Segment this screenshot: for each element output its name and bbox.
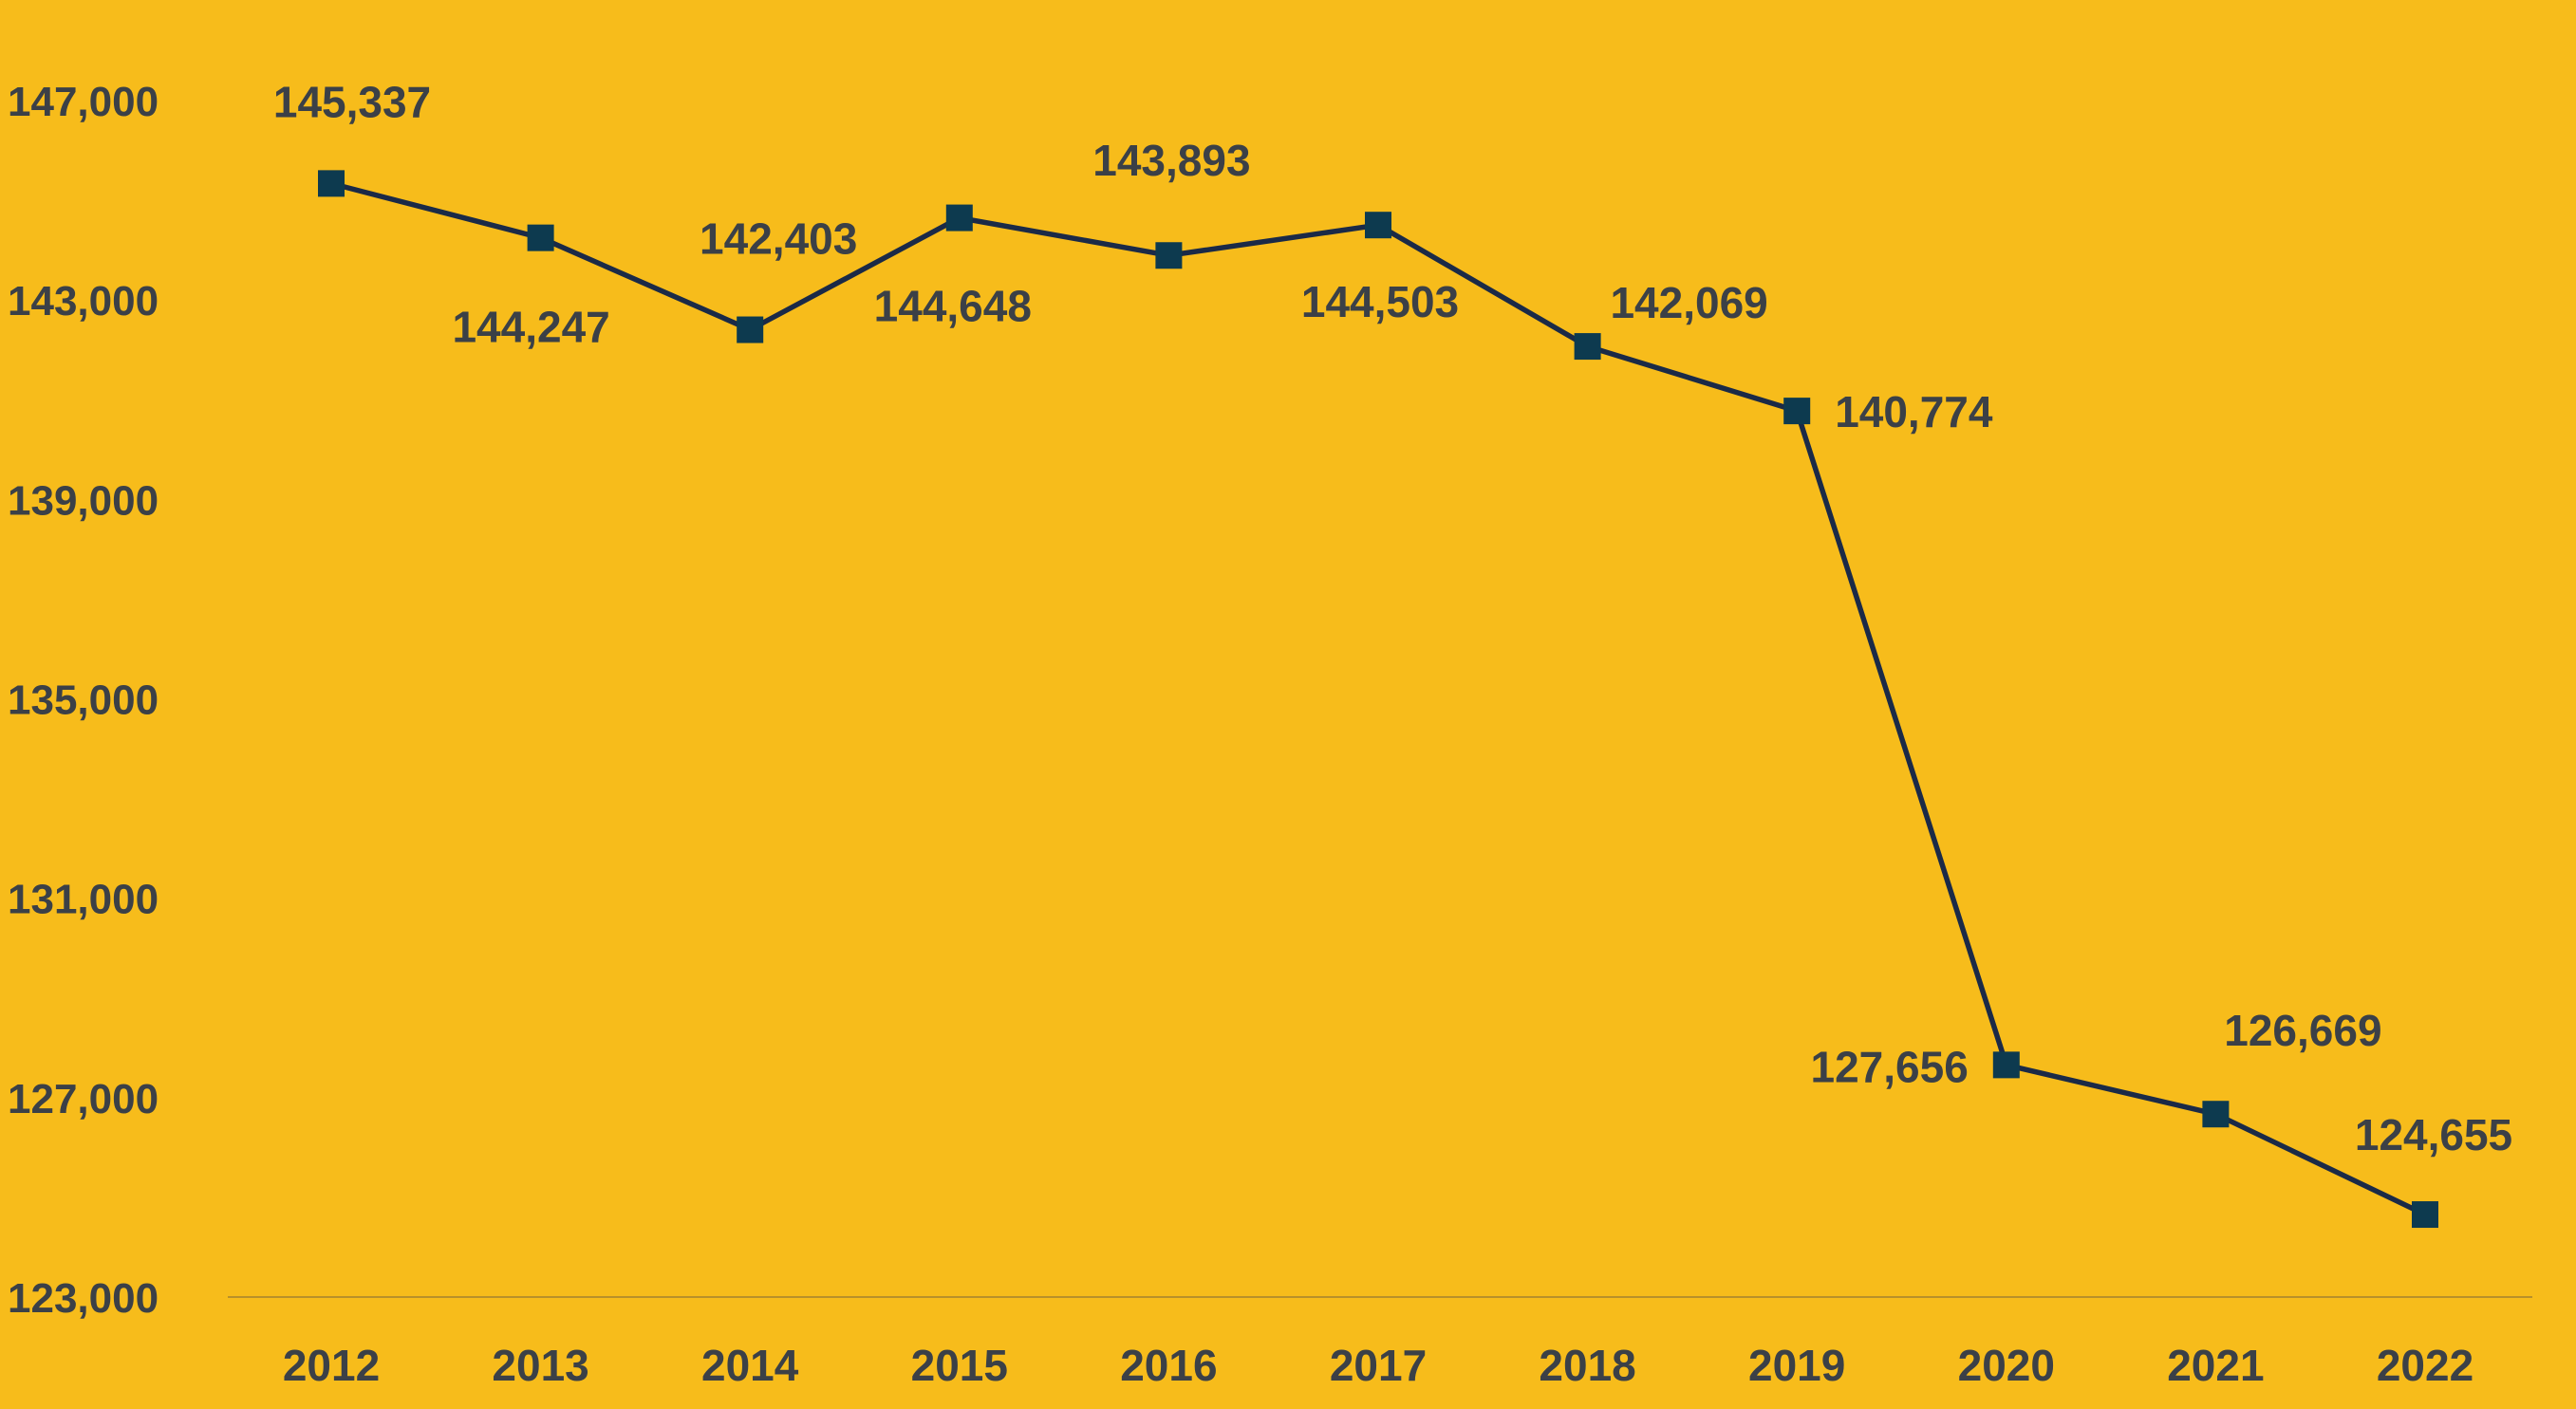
series-line xyxy=(330,180,2427,1217)
x-tick-label: 2016 xyxy=(1120,1341,1217,1390)
data-point-marker xyxy=(1365,212,1391,239)
x-tick-label: 2012 xyxy=(283,1341,380,1390)
data-point-marker xyxy=(2412,1201,2438,1229)
data-point-marker xyxy=(737,316,764,343)
data-label: 144,648 xyxy=(874,282,1032,331)
data-point-marker xyxy=(1574,333,1601,361)
data-point-marker xyxy=(2202,1101,2230,1128)
data-label: 124,655 xyxy=(2355,1110,2512,1159)
x-tick-label: 2019 xyxy=(1748,1341,1845,1390)
x-tick-label: 2020 xyxy=(1958,1341,2055,1390)
data-label: 127,656 xyxy=(1811,1042,1969,1091)
y-tick-label: 139,000 xyxy=(8,477,159,524)
data-label: 126,669 xyxy=(2224,1006,2381,1055)
y-tick-label: 127,000 xyxy=(8,1076,159,1122)
data-point-marker xyxy=(945,204,973,232)
data-label: 140,774 xyxy=(1835,387,1993,436)
data-point-marker xyxy=(318,170,345,197)
series-revenue xyxy=(318,170,2438,1229)
y-tick-label: 131,000 xyxy=(8,877,159,923)
x-tick-label: 2014 xyxy=(701,1341,799,1390)
data-point-marker xyxy=(1783,398,1811,425)
data-label: 143,893 xyxy=(1092,136,1250,185)
y-axis: 147,000 143,000 139,000 135,000 131,000 127,0… xyxy=(8,79,159,1322)
y-tick-label: 123,000 xyxy=(8,1275,159,1322)
y-tick-label: 143,000 xyxy=(8,278,159,324)
data-label: 145,337 xyxy=(273,77,431,126)
x-axis: 2012 2013 2014 2015 2016 2017 2018 2019 2020 2021… xyxy=(228,1296,2532,1390)
x-tick-label: 2017 xyxy=(1330,1341,1427,1390)
y-tick-label: 147,000 xyxy=(8,79,159,125)
x-tick-label: 2021 xyxy=(2167,1341,2264,1390)
x-tick-label: 2018 xyxy=(1539,1341,1635,1390)
data-labels: 145,337 144,247 142,403 144,648 143,893 144,5… xyxy=(273,77,2512,1159)
data-point-marker xyxy=(1155,242,1183,269)
data-label: 142,403 xyxy=(700,214,857,264)
data-label: 144,503 xyxy=(1301,277,1459,326)
x-tick-label: 2022 xyxy=(2377,1341,2473,1390)
data-label: 144,247 xyxy=(452,303,609,352)
x-tick-label: 2015 xyxy=(911,1341,1008,1390)
data-point-marker xyxy=(527,224,554,251)
data-label: 142,069 xyxy=(1610,278,1767,327)
data-point-marker xyxy=(1992,1051,2020,1079)
x-tick-label: 2013 xyxy=(492,1341,588,1390)
y-tick-label: 135,000 xyxy=(8,677,159,724)
